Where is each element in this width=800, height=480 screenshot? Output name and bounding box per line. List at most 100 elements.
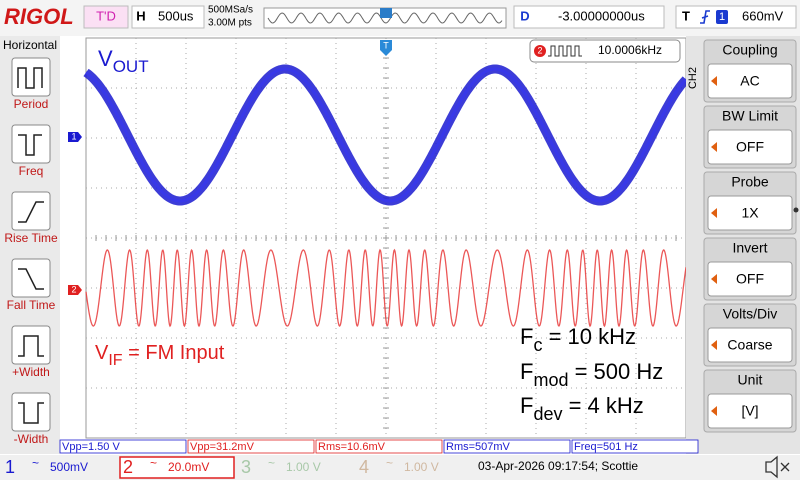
channel-coupling: ~ bbox=[32, 456, 39, 470]
menu-header: BW Limit bbox=[722, 108, 778, 124]
fdev-label: Fdev = 4 kHz bbox=[520, 393, 644, 424]
ch1-marker-label: 1 bbox=[71, 131, 76, 141]
menu-value-box[interactable] bbox=[707, 261, 793, 297]
menu-value: OFF bbox=[736, 139, 764, 155]
vout-label: VOUT bbox=[98, 46, 149, 77]
measurements: Vpp=1.50 V Vpp=31.2mV Rms=10.6mV Rms=507mV F… bbox=[59, 439, 699, 454]
channel-number[interactable]: 1 bbox=[5, 457, 15, 477]
menu-header: Volts/Div bbox=[723, 306, 777, 322]
menu-label: +Width bbox=[12, 365, 50, 379]
channel-scale: 1.00 V bbox=[404, 460, 439, 474]
measurement-box bbox=[443, 439, 571, 454]
trigger-edge-icon bbox=[700, 10, 710, 24]
channel-coupling: ~ bbox=[150, 456, 157, 470]
ch2-waveform bbox=[85, 248, 687, 328]
sample-rate: 500MSa/s bbox=[208, 5, 253, 16]
trigger-level: 660mV bbox=[742, 8, 784, 23]
menu-arrow bbox=[711, 76, 717, 86]
menu-value: 1X bbox=[741, 205, 759, 221]
menu-icon bbox=[18, 134, 42, 156]
menu-label: Freq bbox=[19, 164, 44, 178]
menu-header: Probe bbox=[731, 174, 769, 190]
menu-label: Fall Time bbox=[7, 298, 56, 312]
trigger-source: 1 bbox=[719, 11, 725, 23]
menu-button[interactable] bbox=[11, 124, 51, 164]
menu-channel: CH2 bbox=[687, 67, 699, 89]
menu-label: Rise Time bbox=[4, 231, 58, 245]
trigger-position-label: T bbox=[383, 40, 389, 50]
menu-icon bbox=[18, 201, 44, 223]
measurement: Freq=501 Hz bbox=[574, 441, 638, 453]
trigger-source-box bbox=[716, 10, 728, 24]
menu-value-box[interactable] bbox=[707, 327, 793, 363]
ch2-marker bbox=[68, 285, 82, 295]
menu-icon bbox=[18, 268, 44, 290]
menu-arrow bbox=[711, 340, 717, 350]
menu-value: AC bbox=[740, 73, 759, 89]
side-dot bbox=[793, 207, 799, 213]
menu-arrow bbox=[711, 142, 717, 152]
menu-icon bbox=[18, 402, 44, 424]
menu-value: OFF bbox=[736, 271, 764, 287]
vif-label: VIF = FM Input bbox=[95, 342, 225, 369]
measurement: Vpp=31.2mV bbox=[190, 441, 255, 453]
measurement: Vpp=1.50 V bbox=[62, 441, 120, 453]
ch1-waveform-core bbox=[85, 67, 688, 203]
channel-coupling: ~ bbox=[268, 456, 275, 470]
fmod-label: Fmod = 500 Hz bbox=[520, 359, 663, 390]
channel-scale: 20.0mV bbox=[168, 460, 209, 474]
menu-value-box[interactable] bbox=[707, 129, 793, 165]
channel-number[interactable]: 3 bbox=[241, 457, 251, 477]
counter-channel: 2 bbox=[537, 45, 542, 55]
measurement: Rms=10.6mV bbox=[318, 441, 386, 453]
timebase-label: H bbox=[136, 8, 145, 23]
channel-coupling: ~ bbox=[386, 456, 393, 470]
channel-settings: 1 ~500mV 2 ~20.0mV 3 ~1.00 V 4 ~1.00 V bbox=[5, 456, 439, 479]
sound-icon[interactable] bbox=[765, 455, 790, 479]
memory-depth: 3.00M pts bbox=[208, 18, 252, 29]
menu-header: Unit bbox=[738, 372, 763, 388]
timebase: 500us bbox=[158, 8, 194, 23]
channel-scale: 500mV bbox=[50, 460, 88, 474]
ch2-marker-label: 2 bbox=[71, 284, 76, 294]
channel-number[interactable]: 2 bbox=[123, 457, 133, 477]
counter-value: 10.0006kHz bbox=[598, 43, 662, 57]
channel-scale: 1.00 V bbox=[286, 460, 321, 474]
measurement-box bbox=[315, 439, 443, 454]
counter-channel-icon bbox=[534, 45, 546, 57]
delay-box bbox=[513, 5, 665, 29]
trigger-position-marker bbox=[380, 40, 392, 56]
menu-header: Invert bbox=[732, 240, 767, 256]
menu-header: Coupling bbox=[722, 42, 777, 58]
left-menu bbox=[0, 36, 60, 454]
right-menu-items: Coupling AC BW Limit OFF Probe 1X Invert OFF Vol… bbox=[703, 39, 799, 433]
measurement-box bbox=[571, 439, 699, 454]
status-line: 03-Apr-2026 09:17:54; Scottie bbox=[478, 459, 638, 473]
menu-value: [V] bbox=[741, 403, 758, 419]
menu-value-box[interactable] bbox=[707, 195, 793, 231]
memory-wave bbox=[267, 12, 503, 24]
delay-label: D bbox=[520, 8, 529, 23]
menu-value-box[interactable] bbox=[707, 63, 793, 99]
menu-button[interactable] bbox=[11, 392, 51, 432]
menu-label: Period bbox=[14, 97, 49, 111]
measurement: Rms=507mV bbox=[446, 441, 511, 453]
run-status: T'D bbox=[96, 8, 116, 23]
ch1-marker bbox=[68, 132, 82, 142]
delay: -3.00000000us bbox=[558, 8, 645, 23]
left-menu-title: Horizontal bbox=[3, 38, 57, 52]
menu-button[interactable] bbox=[11, 325, 51, 365]
measurement-box bbox=[59, 439, 187, 454]
memory-trigger-marker bbox=[380, 8, 392, 18]
menu-arrow bbox=[711, 208, 717, 218]
channel-number[interactable]: 4 bbox=[359, 457, 369, 477]
timebase-box bbox=[131, 5, 205, 29]
menu-label: -Width bbox=[14, 432, 49, 446]
active-channel-box bbox=[119, 456, 235, 479]
fc-label: Fc = 10 kHz bbox=[520, 324, 636, 355]
status-box bbox=[83, 5, 129, 29]
menu-value-box[interactable] bbox=[707, 393, 793, 429]
menu-icon bbox=[17, 67, 43, 89]
